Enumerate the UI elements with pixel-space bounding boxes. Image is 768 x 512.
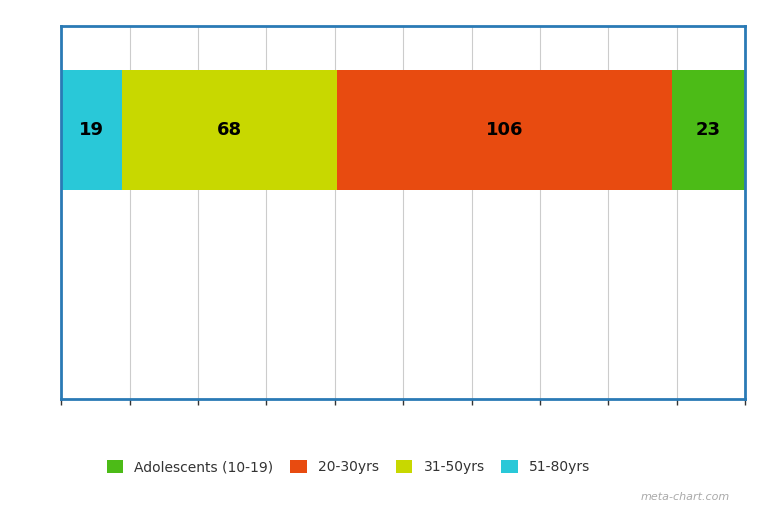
Text: 68: 68 (217, 121, 242, 139)
Bar (61, 71, 121, 190)
Text: 23: 23 (696, 121, 721, 139)
Text: meta-chart.com: meta-chart.com (641, 492, 730, 502)
Bar (672, 71, 745, 190)
Legend: Adolescents (10-19), 20-30yrs, 31-50yrs, 51-80yrs: Adolescents (10-19), 20-30yrs, 31-50yrs,… (101, 455, 596, 480)
Text: 106: 106 (485, 121, 523, 139)
Bar (336, 71, 672, 190)
Text: 19: 19 (79, 121, 104, 139)
Bar (121, 71, 336, 190)
